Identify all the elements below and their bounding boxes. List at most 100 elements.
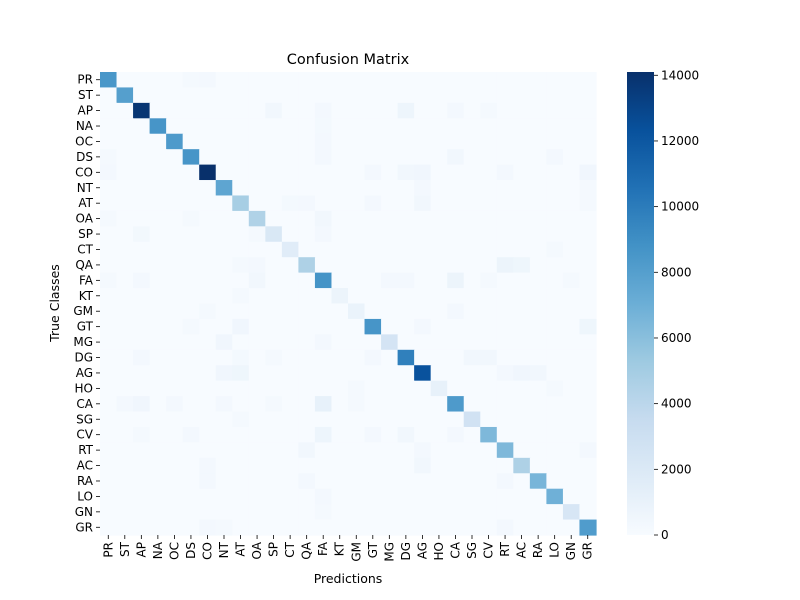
cell-AG-SG (463, 365, 481, 382)
cell-LO-CA (447, 488, 465, 505)
cell-AT-SG (463, 195, 481, 212)
cell-AT-CV (480, 195, 498, 212)
cell-AT-FA (314, 195, 333, 212)
cell-NT-AP (133, 180, 151, 197)
cell-DG-LO (546, 349, 564, 366)
x-tick-label-GN: GN (564, 542, 578, 560)
cell-PR-NA (149, 72, 167, 89)
x-tick-label-QA: QA (300, 541, 314, 559)
cell-GT-GR (579, 318, 597, 335)
cell-CT-QA (298, 241, 316, 258)
cell-NT-CA (447, 180, 465, 197)
cell-CA-GM (348, 396, 366, 413)
cell-OC-LO (546, 133, 564, 150)
cell-OC-KT (331, 133, 349, 150)
cell-OA-HO (430, 210, 448, 227)
cell-NA-FA (314, 118, 333, 135)
cell-GN-DG (397, 504, 415, 521)
cell-ST-LO (546, 87, 564, 104)
cell-CO-NT (215, 164, 233, 181)
cell-SP-DG (397, 226, 415, 243)
cell-LO-GR (579, 488, 597, 505)
cell-CA-NA (149, 396, 167, 413)
cell-MG-DG (397, 334, 415, 351)
cell-RA-RA (529, 473, 547, 490)
cell-CO-GT (364, 164, 382, 181)
cell-NT-FA (314, 180, 333, 197)
cell-GT-SG (463, 318, 481, 335)
cell-GN-GN (562, 504, 581, 521)
cell-AT-HO (430, 195, 448, 212)
cell-GR-CO (199, 519, 217, 536)
cell-NA-GT (364, 118, 382, 135)
cell-GT-FA (314, 318, 333, 335)
cell-CA-RA (529, 396, 547, 413)
cell-ST-RT (496, 87, 514, 104)
cell-AT-RA (529, 195, 547, 212)
cell-AC-SP (265, 457, 283, 474)
cell-OA-GN (562, 210, 581, 227)
cell-DG-ST (116, 349, 134, 366)
cell-GN-NT (215, 504, 233, 521)
cell-GT-KT (331, 318, 349, 335)
cell-AT-GN (562, 195, 581, 212)
cell-GM-AC (513, 303, 531, 320)
cell-MG-GT (364, 334, 382, 351)
cell-CO-DG (397, 164, 415, 181)
cell-GR-MG (381, 519, 399, 536)
cell-CO-AT (232, 164, 250, 181)
cell-NT-GM (348, 180, 366, 197)
cell-OC-MG (381, 133, 399, 150)
cell-DG-AC (513, 349, 531, 366)
y-tick-label-LO: LO (77, 489, 93, 503)
cell-AT-GM (348, 195, 366, 212)
cell-SG-GT (364, 411, 382, 428)
cell-OC-FA (314, 133, 333, 150)
cell-GT-AC (513, 318, 531, 335)
cell-DS-OA (248, 149, 266, 166)
cell-RT-OA (248, 442, 266, 459)
cell-GT-GT (364, 318, 382, 335)
cell-OC-GT (364, 133, 382, 150)
cell-AT-ST (116, 195, 134, 212)
cell-CO-OC (166, 164, 184, 181)
cell-AG-SP (265, 365, 283, 382)
cell-NT-GT (364, 180, 382, 197)
cell-NA-RA (529, 118, 547, 135)
cell-GR-DG (397, 519, 415, 536)
cell-AC-QA (298, 457, 316, 474)
cell-CA-SG (463, 396, 481, 413)
cell-KT-AT (232, 288, 250, 305)
cell-HO-DS (182, 380, 200, 397)
cell-GN-PR (100, 504, 118, 521)
cell-CV-GT (364, 426, 382, 443)
cell-DG-AG (414, 349, 432, 366)
cell-MG-GM (348, 334, 366, 351)
cell-SP-AC (513, 226, 531, 243)
cell-DS-AG (414, 149, 432, 166)
cell-QA-AP (133, 257, 151, 274)
cell-AP-SP (265, 102, 283, 119)
x-tick-label-CA: CA (448, 541, 462, 558)
cell-MG-HO (430, 334, 448, 351)
cell-FA-OA (248, 272, 266, 289)
cell-NA-LO (546, 118, 564, 135)
cell-RA-QA (298, 473, 316, 490)
cell-CT-AP (133, 241, 151, 258)
cell-QA-AG (414, 257, 432, 274)
cell-RA-AG (414, 473, 432, 490)
cell-CO-GR (579, 164, 597, 181)
cell-AC-LO (546, 457, 564, 474)
colorbar-tick-label: 4000 (661, 397, 692, 411)
cell-GR-CA (447, 519, 465, 536)
cell-HO-AT (232, 380, 250, 397)
cell-DS-CA (447, 149, 465, 166)
cell-GR-CT (281, 519, 299, 536)
x-tick-label-AC: AC (515, 542, 529, 558)
cell-FA-LO (546, 272, 564, 289)
cell-AP-LO (546, 102, 564, 119)
cell-FA-AC (513, 272, 531, 289)
cell-GN-RT (496, 504, 514, 521)
cell-CO-SG (463, 164, 481, 181)
cell-GT-OC (166, 318, 184, 335)
